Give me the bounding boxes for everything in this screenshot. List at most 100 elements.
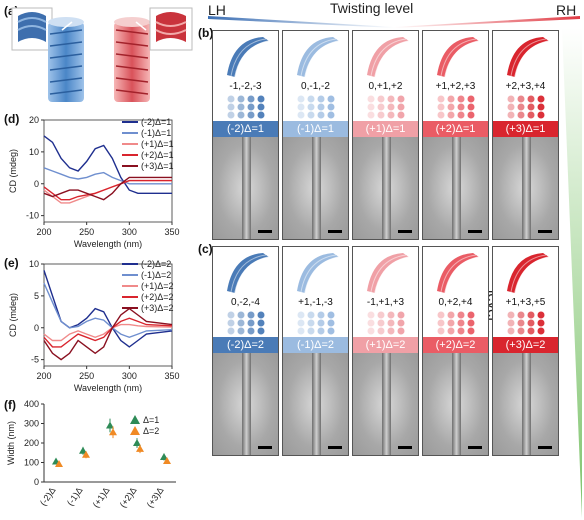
- legend-swatch: [122, 284, 138, 287]
- tem-micrograph: [353, 353, 418, 455]
- helix-dot: [447, 311, 455, 319]
- panel-c-panel: +1,-1,-3 (-1)Δ=2: [282, 246, 349, 456]
- helix-dot-grid: [367, 311, 405, 335]
- legend-swatch: [122, 273, 138, 276]
- helix-dot: [457, 319, 465, 327]
- helix-code-label: +1,+2,+3: [435, 81, 476, 92]
- helix-dot: [507, 319, 515, 327]
- fiber-image: [311, 353, 321, 455]
- helix-dot: [257, 311, 265, 319]
- twisting-level-label: Twisting level: [330, 0, 414, 16]
- helix-dot: [457, 95, 465, 103]
- y-tick-label: 400: [24, 399, 39, 409]
- y-axis-label: CD (mdeg): [8, 149, 18, 193]
- legend-label: (-2)Δ=1: [141, 116, 172, 127]
- helix-code-label: +2,+3,+4: [505, 81, 546, 92]
- helix-dot: [397, 319, 405, 327]
- fiber-image: [381, 137, 391, 239]
- helix-dot: [307, 327, 315, 335]
- helix-dot: [517, 111, 525, 119]
- legend-entry: (+2)Δ=2: [122, 291, 174, 302]
- fiber-image: [451, 353, 461, 455]
- helix-dot: [527, 327, 535, 335]
- legend-swatch: [122, 120, 138, 123]
- category-label: (+3)Δ: [145, 485, 166, 509]
- helix-dot: [257, 327, 265, 335]
- helix-dot: [437, 319, 445, 327]
- helix-dot: [387, 327, 395, 335]
- y-tick-label: 300: [24, 419, 39, 429]
- helix-dot: [317, 311, 325, 319]
- helix-dot: [257, 111, 265, 119]
- legend-label: (+2)Δ=1: [141, 149, 174, 160]
- helix-dot: [227, 327, 235, 335]
- cd-series-line: [43, 323, 173, 342]
- helix-dot: [307, 319, 315, 327]
- legend-label: (-2)Δ=2: [141, 258, 172, 269]
- legend-entry: (+1)Δ=2: [122, 280, 174, 291]
- helix-dot: [237, 103, 245, 111]
- helix-dot-grid: [367, 95, 405, 119]
- category-label: (+1)Δ: [91, 485, 112, 509]
- assembly-label-band: (-1)Δ=1: [283, 121, 348, 137]
- panel-c-panel: +1,+3,+5 (+3)Δ=2: [492, 246, 559, 456]
- helix-dot: [227, 103, 235, 111]
- tem-micrograph: [493, 353, 558, 455]
- y-tick-label: 0: [34, 477, 39, 487]
- helix-dot: [237, 319, 245, 327]
- helix-bundle-icon: [437, 37, 480, 78]
- rh-bundle-icon: [149, 7, 193, 51]
- legend-swatch: [122, 295, 138, 298]
- tem-micrograph: [283, 137, 348, 239]
- assembly-label-band: (-2)Δ=1: [213, 121, 278, 137]
- tem-micrograph: [423, 353, 488, 455]
- helix-dot-grid: [297, 95, 335, 119]
- helix-dot: [457, 111, 465, 119]
- assembly-label-band: (+3)Δ=2: [493, 337, 558, 353]
- scale-bar: [538, 446, 552, 449]
- helix-dot: [327, 95, 335, 103]
- helix-dot: [317, 327, 325, 335]
- assembly-label-band: (-2)Δ=2: [213, 337, 278, 353]
- helix-dot: [387, 95, 395, 103]
- panel-b-panel: 0,+1,+2 (+1)Δ=1: [352, 30, 419, 240]
- legend-swatch: [122, 142, 138, 145]
- x-tick-label: 200: [36, 371, 51, 381]
- helix-dot: [387, 103, 395, 111]
- helix-dot: [507, 111, 515, 119]
- helix-dot: [457, 327, 465, 335]
- helix-dot: [247, 327, 255, 335]
- tem-micrograph: [493, 137, 558, 239]
- cd-series-line: [43, 135, 172, 194]
- helix-dot: [297, 311, 305, 319]
- helix-dot: [237, 95, 245, 103]
- helix-dot-grid: [437, 311, 475, 335]
- helix-dot: [227, 319, 235, 327]
- rh-label: RH: [556, 2, 577, 18]
- x-axis-label: Wavelength (nm): [74, 383, 142, 393]
- helix-dot: [367, 319, 375, 327]
- helix-dot: [297, 319, 305, 327]
- rh-cylinder-icon: [114, 17, 150, 102]
- panel-c-panel: -1,+1,+3 (+1)Δ=2: [352, 246, 419, 456]
- panel-label-c: (c): [198, 242, 213, 256]
- helix-code-label: 0,+1,+2: [368, 81, 403, 92]
- lh-bundle-icon: [11, 7, 53, 51]
- y-tick-label: 5: [34, 291, 39, 301]
- helix-dot-grid: [227, 95, 265, 119]
- legend-swatch: [122, 306, 138, 309]
- legend-entry: Δ=2: [130, 425, 159, 436]
- helix-dot: [387, 111, 395, 119]
- helix-dot: [437, 311, 445, 319]
- chart-f-legend: Δ=1 Δ=2: [130, 414, 159, 436]
- helix-dot: [537, 95, 545, 103]
- helix-dot: [317, 95, 325, 103]
- fiber-image: [241, 137, 251, 239]
- helix-dot: [527, 95, 535, 103]
- legend-entry: (-1)Δ=2: [122, 269, 174, 280]
- legend-label: (+1)Δ=2: [141, 280, 174, 291]
- helix-dot: [447, 111, 455, 119]
- assembly-label-band: (+2)Δ=1: [423, 121, 488, 137]
- tem-micrograph: [213, 137, 278, 239]
- helix-code-label: -1,-2,-3: [229, 81, 262, 92]
